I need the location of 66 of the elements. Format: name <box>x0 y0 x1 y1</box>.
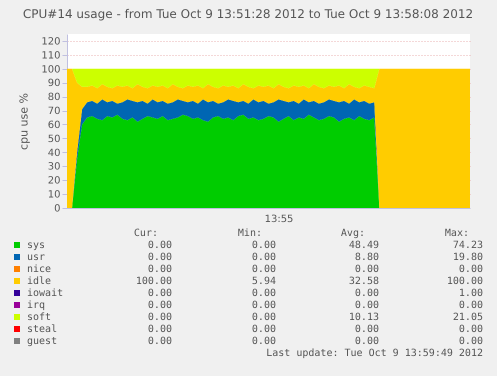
text: 0.00 <box>148 336 172 347</box>
text: 0.00 <box>148 252 172 263</box>
legend-label: soft <box>27 312 52 323</box>
text: 5.94 <box>252 276 276 287</box>
text: 0.00 <box>148 288 172 299</box>
text: 0.00 <box>252 264 276 275</box>
y-tick-label: 70 <box>48 106 60 118</box>
text: 21.05 <box>452 312 483 323</box>
text: Last update: Tue Oct 9 13:59:49 2012 <box>266 348 483 359</box>
legend-label: guest <box>27 336 58 347</box>
text: 0.00 <box>148 312 172 323</box>
y-tick-label: 100 <box>41 64 60 76</box>
text: 0.00 <box>252 312 276 323</box>
text: 1.00 <box>458 288 483 299</box>
legend-label: iowait <box>27 288 64 299</box>
text: 0.00 <box>354 324 379 335</box>
text: 0.00 <box>458 264 483 275</box>
y-tick-label: 40 <box>48 148 60 159</box>
legend-label: sys <box>27 240 46 251</box>
text: 13:55 <box>264 214 294 225</box>
text: 0.00 <box>252 336 276 347</box>
text: 0.00 <box>458 324 483 335</box>
text: 0.00 <box>252 240 276 251</box>
y-tick-label: 30 <box>48 162 60 173</box>
legend-label: steal <box>27 324 58 335</box>
chart-title: CPU#14 usage - from Tue Oct 9 13:51:28 2012 to Tue Oct 9 13:58:08 2012 <box>22 7 474 21</box>
text: 0.00 <box>354 288 379 299</box>
text: 0.00 <box>148 240 172 251</box>
y-tick-label: 10 <box>48 190 60 201</box>
text: 0.00 <box>148 264 172 275</box>
text: 0.00 <box>354 336 379 347</box>
legend-label: irq <box>27 300 46 311</box>
y-tick-label: 110 <box>41 50 60 62</box>
text: 48.49 <box>348 240 379 251</box>
y-tick-label: 0 <box>54 204 60 214</box>
text: 0.00 <box>252 252 276 263</box>
text: 8.80 <box>354 252 379 263</box>
legend-label: usr <box>27 252 46 263</box>
y-tick-label: 60 <box>48 120 60 131</box>
text: 0.00 <box>252 288 276 299</box>
text: 19.80 <box>452 252 483 263</box>
y-tick-label: 20 <box>48 176 60 187</box>
text: 0.00 <box>458 336 483 347</box>
legend-label: nice <box>27 264 52 275</box>
text: 10.13 <box>348 312 379 323</box>
text: 100.00 <box>446 276 483 287</box>
text: 100.00 <box>136 276 172 287</box>
text: Avg: <box>340 228 365 239</box>
text: 0.00 <box>354 264 379 275</box>
y-tick-label: 120 <box>41 36 60 48</box>
text: 0.00 <box>252 300 276 311</box>
text: 0.00 <box>148 300 172 311</box>
y-tick-label: 80 <box>48 92 60 104</box>
text: 74.23 <box>452 240 483 251</box>
text: 32.58 <box>348 276 379 287</box>
y-tick-label: 50 <box>48 134 60 145</box>
y-tick-label: 90 <box>48 78 60 90</box>
text: Min: <box>238 228 262 239</box>
text: Cur: <box>134 228 158 239</box>
text: 0.00 <box>354 300 379 311</box>
y-axis-title: cpu use % <box>17 93 30 150</box>
text: 0.00 <box>252 324 276 335</box>
text: 0.00 <box>458 300 483 311</box>
text: 0.00 <box>148 324 172 335</box>
legend-label: idle <box>27 276 52 287</box>
text: Max: <box>444 228 469 239</box>
